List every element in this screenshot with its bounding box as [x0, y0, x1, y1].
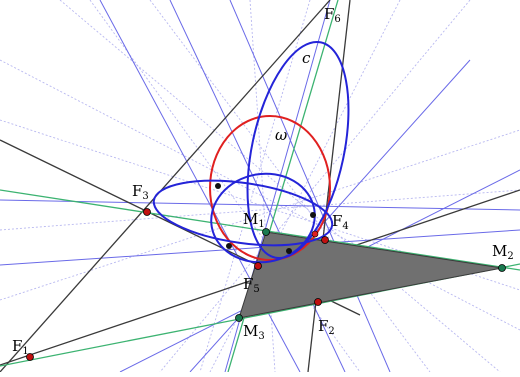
conic-inner — [210, 172, 316, 264]
label-conic-c: c — [302, 49, 311, 67]
blue-line — [99, 0, 301, 373]
label-F5: F5 — [243, 275, 260, 295]
blue-line — [169, 0, 346, 373]
label-F4: F4 — [332, 212, 349, 232]
medial-triangle — [238, 231, 503, 319]
point-F4 — [321, 236, 329, 244]
point-M3 — [235, 314, 243, 322]
label-F1: F1 — [12, 337, 29, 357]
tangent-point — [226, 243, 232, 249]
point-F3 — [143, 208, 151, 216]
points — [26, 183, 506, 361]
tangent-point — [310, 212, 316, 218]
point-F1 — [26, 353, 34, 361]
blue-line — [229, 0, 391, 373]
point-red-small — [311, 230, 319, 238]
faint-line — [0, 59, 520, 331]
label-M2: M2 — [492, 242, 514, 262]
faint-line — [89, 0, 361, 373]
conic-c-upper — [246, 40, 350, 260]
labels: F1 F2 F3 F4 F5 F6 M1 M2 M3 c ω — [12, 5, 514, 357]
label-F2: F2 — [318, 317, 335, 337]
point-M2 — [498, 264, 506, 272]
faint-line — [199, 0, 311, 373]
faint-line — [0, 129, 520, 301]
label-F3: F3 — [132, 182, 149, 202]
conic-c-lower — [152, 179, 334, 247]
blue-line — [0, 199, 520, 211]
point-F5 — [254, 262, 262, 270]
line-F1-F6 — [0, 0, 331, 373]
label-F6: F6 — [324, 5, 341, 25]
point-F2 — [314, 298, 322, 306]
faint-line — [149, 0, 431, 373]
tangent-point — [215, 183, 221, 189]
line-F3-M2 — [0, 189, 520, 271]
label-M3: M3 — [243, 322, 265, 342]
label-M1: M1 — [243, 210, 265, 230]
faint-line — [159, 0, 471, 373]
faint-line — [0, 189, 520, 231]
label-circle-omega: ω — [275, 126, 287, 144]
circle-omega — [209, 115, 331, 261]
point-M1 — [262, 228, 270, 236]
tangent-point — [286, 248, 292, 254]
